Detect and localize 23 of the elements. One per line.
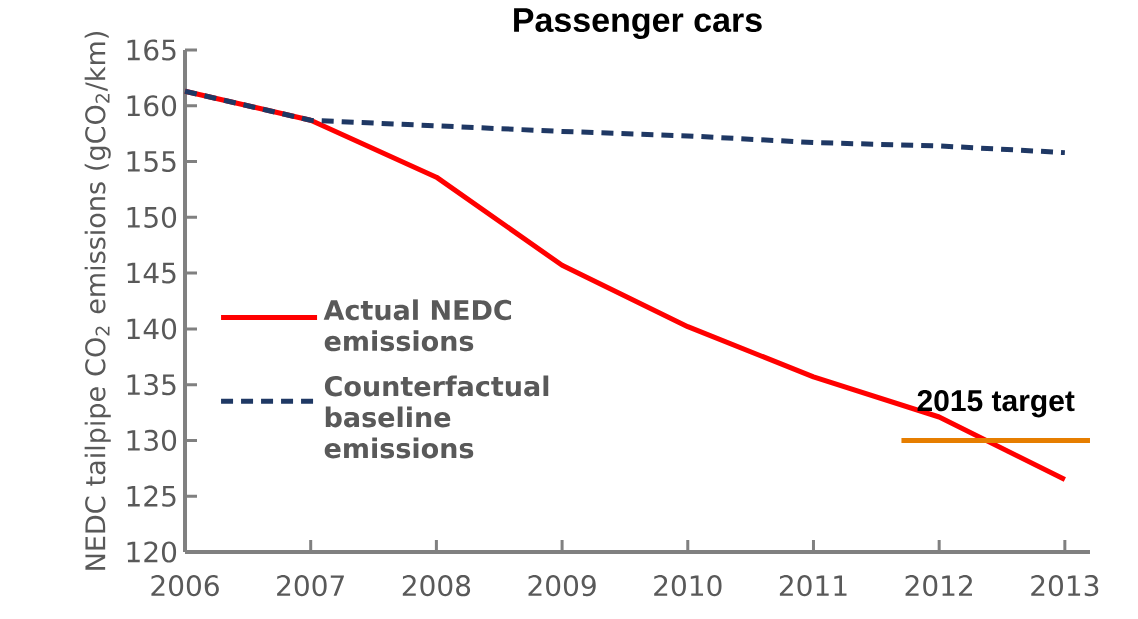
y-tick-label: 165 [127, 39, 176, 61]
x-tick-label: 2010 [654, 575, 722, 597]
y-tick-label: 130 [127, 429, 177, 452]
chart-title: Passenger cars [514, 8, 762, 39]
y-axis-title: NEDC tailpipe CO$_{2}$ emissions (gCO$_{2}$/km) [84, 31, 111, 570]
legend-label: Counterfactual baseline emissions [324, 375, 549, 459]
y-tick-label: 135 [127, 374, 176, 396]
x-tick-label: 2008 [402, 575, 471, 597]
x-tick-label: 2013 [1031, 575, 1099, 597]
x-tick-label: 2006 [151, 575, 219, 597]
y-tick-label: 160 [127, 95, 177, 117]
y-tick-label: 155 [127, 151, 176, 172]
legend-label: Actual NEDC emissions [323, 299, 512, 352]
annotation: 2015 target [917, 390, 1075, 418]
y-tick-label: 150 [127, 206, 177, 228]
y-tick-label: 120 [127, 541, 177, 563]
y-tick-label: 140 [127, 318, 177, 340]
x-tick-label: 2007 [277, 575, 344, 597]
x-tick-label: 2009 [528, 575, 596, 597]
y-tick-label: 125 [127, 485, 176, 507]
y-tick-label: 145 [127, 262, 176, 284]
x-tick-label: 2011 [779, 575, 847, 597]
x-tick-label: 2012 [905, 575, 972, 597]
